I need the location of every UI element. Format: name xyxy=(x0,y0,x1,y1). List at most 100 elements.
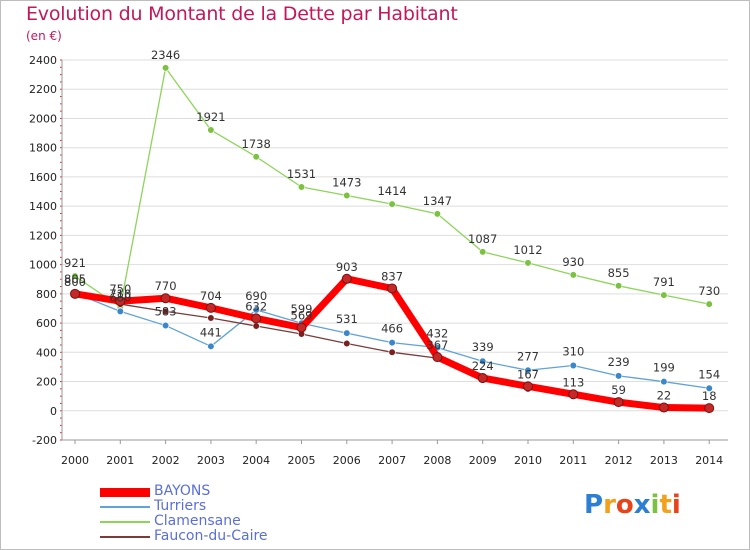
y-tick-label: 800 xyxy=(36,288,57,301)
data-label: 466 xyxy=(381,322,403,336)
x-tick-label: 2003 xyxy=(197,454,225,467)
data-point-bayons xyxy=(160,293,171,304)
x-tick-label: 2014 xyxy=(695,454,723,467)
legend-item: BAYONS xyxy=(100,484,360,499)
data-label: 903 xyxy=(336,260,358,274)
data-label: 1414 xyxy=(377,184,406,198)
data-point-bayons xyxy=(251,313,262,324)
x-tick-label: 2005 xyxy=(288,454,316,467)
data-point-turriers xyxy=(660,378,668,386)
data-label: 113 xyxy=(562,375,584,389)
x-tick-label: 2008 xyxy=(423,454,451,467)
logo-letter: P xyxy=(584,490,604,520)
data-point-bayons xyxy=(568,389,579,400)
y-tick-label: 2200 xyxy=(29,83,57,96)
y-tick-label: 2000 xyxy=(29,112,57,125)
data-label: 310 xyxy=(562,344,584,358)
x-tick-label: 2010 xyxy=(514,454,542,467)
legend-label: BAYONS xyxy=(154,483,211,499)
logo-letter: t xyxy=(659,490,672,520)
data-point-clamensane xyxy=(252,153,260,161)
y-tick-label: 1200 xyxy=(29,229,57,242)
data-label: 791 xyxy=(653,275,675,289)
data-point-bayons xyxy=(704,403,715,414)
data-point-bayons xyxy=(296,322,307,333)
x-tick-label: 2009 xyxy=(469,454,497,467)
data-point-faucon-du-caire xyxy=(162,307,170,315)
x-tick-label: 2006 xyxy=(333,454,361,467)
data-point-turriers xyxy=(252,306,260,314)
data-point-turriers xyxy=(479,357,487,365)
legend-item: Faucon-du-Caire xyxy=(100,529,360,544)
data-label: 1087 xyxy=(468,232,497,246)
data-point-turriers xyxy=(614,372,623,380)
data-point-faucon-du-caire xyxy=(252,322,260,330)
x-tick-label: 2012 xyxy=(605,454,633,467)
legend-swatch xyxy=(100,488,150,497)
data-label: 1921 xyxy=(196,110,225,124)
data-label: 1531 xyxy=(287,167,316,181)
data-point-bayons xyxy=(205,302,216,313)
data-label: 441 xyxy=(200,325,222,339)
legend-swatch xyxy=(100,521,150,523)
y-tick-label: 0 xyxy=(50,405,57,418)
y-tick-label: 1000 xyxy=(29,259,57,272)
data-point-turriers xyxy=(207,342,215,350)
legend-swatch xyxy=(100,536,150,538)
data-label: 837 xyxy=(381,269,403,283)
y-tick-label: -200 xyxy=(32,434,57,447)
data-label: 1738 xyxy=(242,137,271,151)
legend-label: Turriers xyxy=(154,498,207,514)
y-tick-label: 200 xyxy=(36,376,57,389)
y-tick-label: 1600 xyxy=(29,171,57,184)
data-label: 855 xyxy=(608,266,630,280)
data-point-clamensane xyxy=(660,291,668,299)
data-label: 277 xyxy=(517,349,539,363)
data-label: 930 xyxy=(562,255,584,269)
data-point-bayons xyxy=(70,288,80,299)
legend-item: Clamensane xyxy=(100,514,360,529)
data-label: 583 xyxy=(155,305,177,319)
data-point-faucon-du-caire xyxy=(388,348,396,356)
y-tick-label: 600 xyxy=(36,317,57,330)
data-point-turriers xyxy=(524,366,532,374)
proxiti-logo: Proxiti xyxy=(584,490,681,520)
chart-unit-label: (en €) xyxy=(26,29,62,43)
data-point-bayons xyxy=(523,381,533,392)
y-tick-label: 400 xyxy=(36,346,57,359)
data-point-faucon-du-caire xyxy=(343,339,351,348)
chart-legend: BAYONS Turriers Clamensane Faucon-du-Caire xyxy=(100,484,360,544)
x-tick-label: 2011 xyxy=(559,454,587,467)
data-label: 805 xyxy=(64,272,86,286)
data-label: 569 xyxy=(291,309,313,323)
x-tick-label: 2004 xyxy=(242,454,270,467)
data-point-bayons xyxy=(432,352,443,363)
logo-letter: i xyxy=(671,490,681,520)
data-label: 800 xyxy=(64,275,86,289)
data-label: 339 xyxy=(472,340,494,354)
data-point-clamensane xyxy=(162,64,170,72)
data-label: 599 xyxy=(291,302,313,316)
data-label: 690 xyxy=(245,289,267,303)
data-label: 1012 xyxy=(513,243,542,257)
data-point-turriers xyxy=(569,361,577,370)
data-point-bayons xyxy=(115,296,126,307)
data-point-clamensane xyxy=(388,200,396,208)
logo-letter: x xyxy=(633,490,651,520)
data-point-faucon-du-caire xyxy=(207,314,215,322)
x-tick-label: 2002 xyxy=(152,454,180,467)
x-tick-label: 2001 xyxy=(106,454,134,467)
data-point-clamensane xyxy=(569,271,577,279)
plot-area xyxy=(62,60,728,440)
data-label: 750 xyxy=(109,282,131,296)
y-tick-label: 1800 xyxy=(29,142,57,155)
data-point-turriers xyxy=(162,321,170,330)
y-tick-label: 1400 xyxy=(29,200,57,213)
data-label: 680 xyxy=(109,290,131,304)
data-point-clamensane xyxy=(297,183,306,191)
logo-letter: o xyxy=(615,490,634,520)
chart-title: Evolution du Montant de la Dette par Hab… xyxy=(26,3,458,25)
data-label: 770 xyxy=(155,279,177,293)
data-label: 224 xyxy=(472,359,494,373)
data-point-bayons xyxy=(477,373,488,384)
